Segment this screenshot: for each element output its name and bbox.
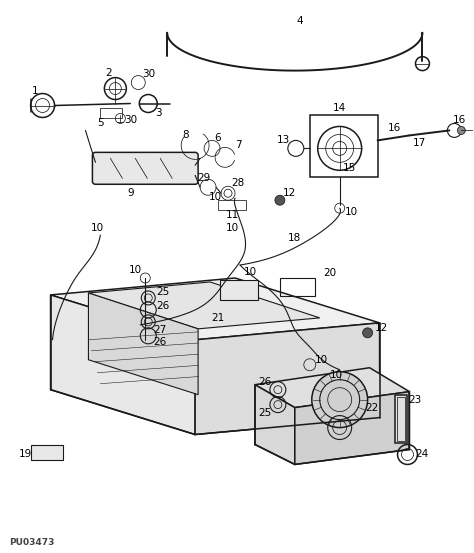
Polygon shape: [51, 278, 380, 340]
Text: 17: 17: [413, 138, 426, 148]
Polygon shape: [255, 368, 410, 408]
Text: 18: 18: [288, 233, 301, 243]
Bar: [280, 278, 315, 296]
Text: 28: 28: [231, 178, 245, 188]
Bar: [310, 116, 378, 178]
Text: 29: 29: [198, 173, 211, 183]
Text: 20: 20: [323, 268, 336, 278]
Text: 26: 26: [154, 337, 167, 347]
Bar: [394, 395, 407, 442]
Text: 10: 10: [345, 207, 358, 217]
Text: 1: 1: [32, 86, 39, 96]
Text: 5: 5: [97, 118, 104, 128]
Text: 3: 3: [155, 108, 162, 118]
Text: 4: 4: [297, 15, 303, 26]
Circle shape: [312, 372, 368, 427]
Text: 10: 10: [330, 370, 343, 380]
Text: 30: 30: [124, 116, 137, 126]
Text: 26: 26: [156, 301, 170, 311]
Bar: [100, 108, 122, 118]
Text: 2: 2: [105, 67, 112, 77]
FancyBboxPatch shape: [92, 153, 198, 184]
Text: 10: 10: [129, 265, 142, 275]
Polygon shape: [295, 392, 410, 465]
Text: 10: 10: [209, 192, 222, 202]
Text: 14: 14: [333, 103, 346, 113]
Text: 23: 23: [408, 395, 421, 405]
Text: 12: 12: [375, 323, 388, 333]
Text: 22: 22: [365, 403, 378, 413]
Text: 9: 9: [127, 188, 134, 198]
Circle shape: [457, 127, 465, 134]
Text: 25: 25: [258, 408, 272, 418]
Text: 25: 25: [156, 287, 170, 297]
Text: 10: 10: [91, 223, 104, 233]
Text: PU03473: PU03473: [9, 538, 54, 547]
Text: 11: 11: [226, 210, 238, 220]
Polygon shape: [51, 295, 195, 435]
Circle shape: [275, 195, 285, 205]
Text: 10: 10: [244, 267, 256, 277]
Text: 21: 21: [211, 313, 225, 323]
Polygon shape: [89, 282, 320, 329]
Bar: [31, 445, 63, 461]
Polygon shape: [89, 293, 198, 395]
Text: 15: 15: [343, 163, 356, 173]
Text: 10: 10: [226, 223, 238, 233]
Bar: [218, 200, 246, 210]
Text: 8: 8: [182, 131, 189, 140]
Bar: [220, 280, 258, 300]
Text: 16: 16: [388, 123, 401, 133]
Text: 27: 27: [154, 325, 167, 335]
Text: 30: 30: [142, 69, 155, 79]
Text: 6: 6: [215, 133, 221, 143]
Text: 16: 16: [453, 116, 466, 126]
Text: 12: 12: [283, 188, 296, 198]
Bar: [397, 397, 404, 441]
Text: 19: 19: [19, 450, 32, 460]
Circle shape: [363, 328, 373, 338]
Text: 13: 13: [277, 135, 291, 145]
Text: 26: 26: [258, 377, 272, 387]
Polygon shape: [255, 385, 295, 465]
Text: 7: 7: [235, 140, 241, 150]
Text: 24: 24: [415, 450, 428, 460]
Polygon shape: [195, 323, 380, 435]
Text: 10: 10: [315, 355, 328, 365]
